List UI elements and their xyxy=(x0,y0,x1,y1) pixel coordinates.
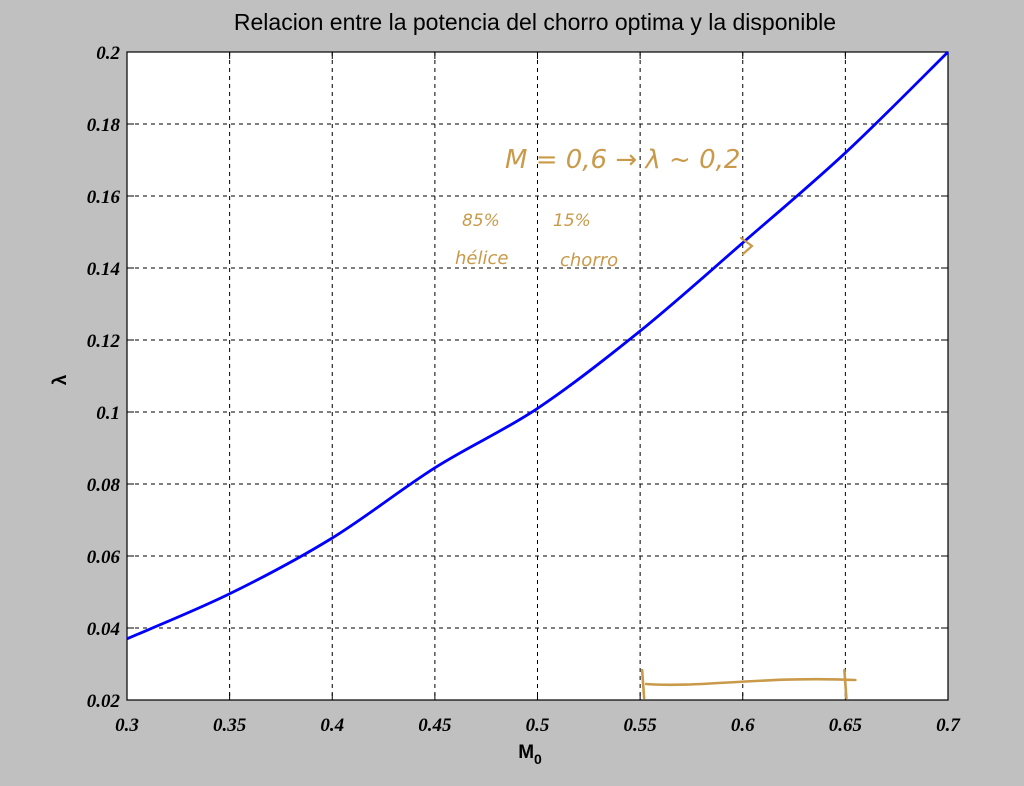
x-tick-label: 0.35 xyxy=(213,715,247,736)
chart-title: Relacion entre la potencia del chorro op… xyxy=(234,9,836,35)
x-tick-label: 0.5 xyxy=(526,715,550,736)
annotation-pct-chorro: 15% xyxy=(553,211,591,231)
y-tick-label: 0.1 xyxy=(96,403,120,424)
x-tick-label: 0.6 xyxy=(731,715,755,736)
series-line xyxy=(126,51,949,641)
annotation-label-helice: hélice xyxy=(455,248,508,269)
y-tick-label: 0.2 xyxy=(96,43,120,64)
annotation-range-bracket xyxy=(640,668,857,700)
x-tick-label: 0.3 xyxy=(115,715,139,736)
annotation-label-chorro: chorro xyxy=(560,250,618,271)
y-tick-label: 0.16 xyxy=(87,187,121,208)
x-axis-label-subscript: 0 xyxy=(534,751,542,767)
x-tick-label: 0.45 xyxy=(418,715,452,736)
axis-ticks xyxy=(126,51,949,701)
annotation-tick-mark xyxy=(739,236,754,256)
y-tick-label: 0.02 xyxy=(87,691,121,712)
y-tick-label: 0.12 xyxy=(87,331,121,352)
x-tick-label: 0.7 xyxy=(936,715,961,736)
series-layer xyxy=(126,51,949,641)
handwritten-annotations: M = 0,6 → λ ~ 0,2 85% hélice 15% chorro xyxy=(455,145,857,700)
annotation-pct-helice: 85% xyxy=(462,211,500,231)
x-axis-label-main: M xyxy=(518,742,534,763)
annotation-line: M = 0,6 → λ ~ 0,2 xyxy=(505,145,740,175)
x-tick-label: 0.65 xyxy=(829,715,863,736)
y-tick-label: 0.06 xyxy=(87,547,121,568)
y-tick-label: 0.14 xyxy=(87,259,120,280)
y-tick-labels: 0.02 0.04 0.06 0.08 0.1 0.12 0.14 0.16 0.18 0.2 xyxy=(87,43,121,712)
grid xyxy=(127,52,948,700)
y-tick-label: 0.04 xyxy=(87,619,120,640)
x-tick-labels: 0.3 0.35 0.4 0.45 0.5 0.55 0.6 0.65 0.7 xyxy=(115,715,961,736)
x-tick-label: 0.55 xyxy=(624,715,658,736)
x-tick-label: 0.4 xyxy=(320,715,344,736)
x-axis-label: M0 xyxy=(518,742,542,767)
y-tick-label: 0.18 xyxy=(87,115,121,136)
y-axis-label: λ xyxy=(50,374,71,385)
y-tick-label: 0.08 xyxy=(87,475,121,496)
